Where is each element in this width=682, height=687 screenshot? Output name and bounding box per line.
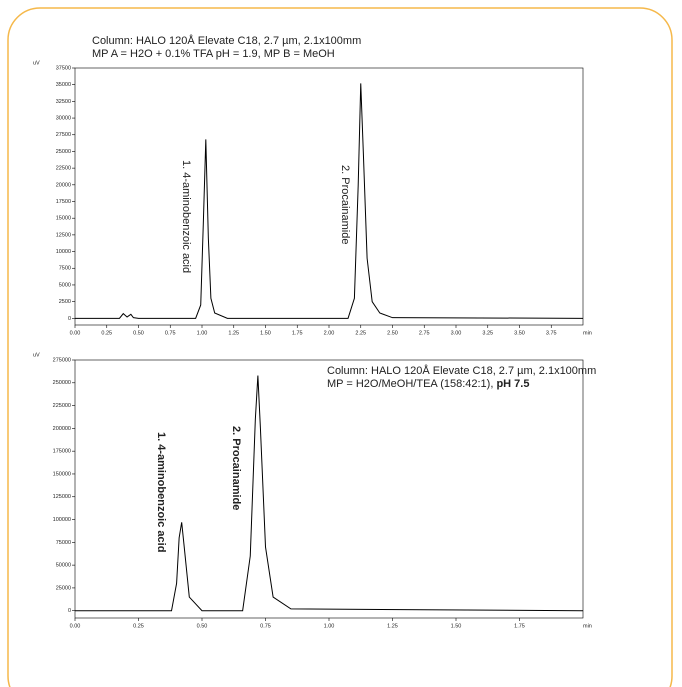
y-tick-label: 175000: [53, 449, 71, 455]
y-tick-label: 275000: [53, 357, 71, 363]
x-tick-label: 2.75: [419, 330, 430, 336]
frame: [7, 7, 673, 687]
y-tick-label: 30000: [56, 116, 71, 122]
x-tick-label: 1.25: [387, 623, 398, 629]
y-tick-label: 25000: [56, 149, 71, 155]
y-tick-label: 17500: [56, 199, 71, 205]
y-tick-label: 27500: [56, 132, 71, 138]
x-unit: min: [583, 330, 592, 336]
y-tick-label: 0: [68, 608, 71, 614]
x-tick-label: 1.00: [197, 330, 208, 336]
y-tick-label: 2500: [59, 299, 71, 305]
chart-subtitle: MP = H2O/MeOH/TEA (158:42:1), pH 7.5: [327, 378, 529, 390]
trace: [75, 83, 584, 319]
x-tick-label: 2.00: [324, 330, 335, 336]
x-tick-label: 0.25: [133, 623, 144, 629]
x-tick-label: 0.75: [260, 623, 271, 629]
y-tick-label: 7500: [59, 266, 71, 272]
peak-label: 1. 4-aminobenzoic acid: [180, 160, 192, 273]
x-tick-label: 1.75: [514, 623, 525, 629]
x-tick-label: 3.00: [451, 330, 462, 336]
y-tick-label: 10000: [56, 249, 71, 255]
y-tick-label: 20000: [56, 182, 71, 188]
y-tick-label: 22500: [56, 166, 71, 172]
y-tick-label: 0: [68, 316, 71, 322]
x-tick-label: 1.00: [324, 623, 335, 629]
subtitle-text: MP = H2O/MeOH/TEA (158:42:1),: [327, 378, 496, 390]
x-tick-label: 0.50: [133, 330, 144, 336]
y-tick-label: 150000: [53, 471, 71, 477]
subtitle-text: MP A = H2O + 0.1% TFA pH = 1.9, MP B = M…: [92, 48, 335, 60]
y-tick-label: 225000: [53, 403, 71, 409]
chart-subtitle: MP A = H2O + 0.1% TFA pH = 1.9, MP B = M…: [92, 48, 335, 60]
plot-frame: [74, 67, 584, 326]
y-tick-label: 125000: [53, 494, 71, 500]
peak-label: 1. 4-aminobenzoic acid: [155, 432, 167, 552]
x-tick-label: 1.50: [451, 623, 462, 629]
x-tick-label: 2.50: [387, 330, 398, 336]
y-unit: uV: [33, 60, 40, 66]
y-tick-label: 37500: [56, 65, 71, 71]
x-tick-label: 3.75: [546, 330, 557, 336]
x-tick-label: 1.50: [260, 330, 271, 336]
peak-label: 2. Procainamide: [230, 426, 242, 510]
plot-frame: [74, 359, 584, 619]
y-unit: uV: [33, 352, 40, 358]
y-tick-label: 25000: [56, 585, 71, 591]
x-tick-label: 1.25: [228, 330, 239, 336]
x-tick-label: 0.00: [70, 330, 81, 336]
x-tick-label: 0.75: [165, 330, 176, 336]
chart-title: Column: HALO 120Å Elevate C18, 2.7 µm, 2…: [327, 364, 596, 377]
x-tick-label: 0.00: [70, 623, 81, 629]
y-tick-label: 100000: [53, 517, 71, 523]
x-tick-label: 1.75: [292, 330, 303, 336]
x-tick-label: 2.25: [355, 330, 366, 336]
x-tick-label: 3.25: [482, 330, 493, 336]
y-tick-label: 12500: [56, 232, 71, 238]
y-tick-label: 50000: [56, 563, 71, 569]
y-tick-label: 32500: [56, 99, 71, 105]
y-tick-label: 5000: [59, 282, 71, 288]
x-tick-label: 0.25: [101, 330, 112, 336]
peak-label: 2. Procainamide: [339, 165, 351, 245]
subtitle-bold: pH 7.5: [496, 378, 529, 390]
x-unit: min: [583, 623, 592, 629]
x-tick-label: 3.50: [514, 330, 525, 336]
y-tick-label: 200000: [53, 426, 71, 432]
y-tick-label: 15000: [56, 216, 71, 222]
y-tick-label: 75000: [56, 540, 71, 546]
trace: [75, 375, 584, 612]
chart-title: Column: HALO 120Å Elevate C18, 2.7 µm, 2…: [92, 34, 361, 47]
y-tick-label: 35000: [56, 82, 71, 88]
y-tick-label: 250000: [53, 380, 71, 386]
x-tick-label: 0.50: [197, 623, 208, 629]
